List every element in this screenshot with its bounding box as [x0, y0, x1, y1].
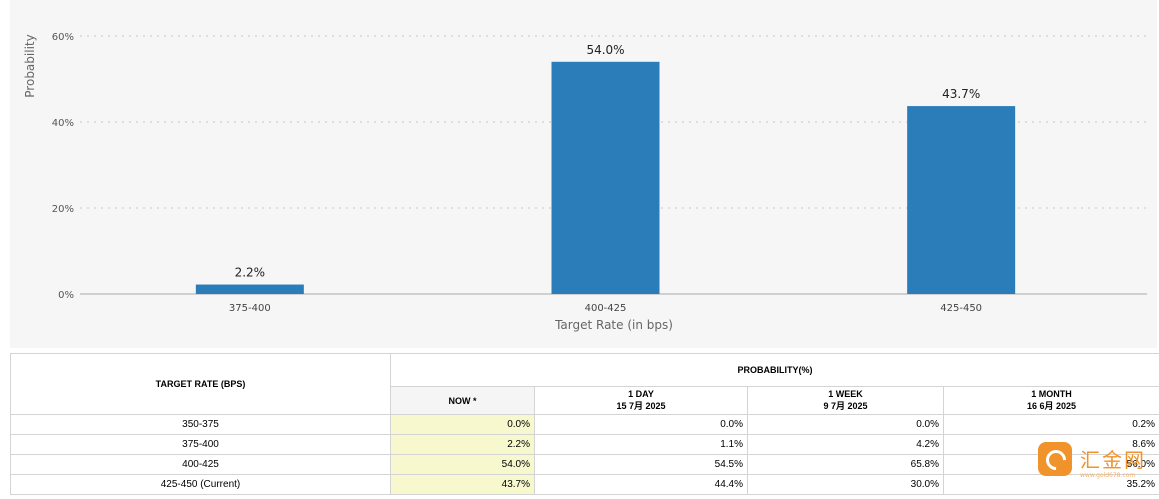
- x-tick-label: 375-400: [229, 303, 271, 314]
- row-rate: 425-450 (Current): [10, 474, 391, 495]
- x-tick-label: 400-425: [585, 303, 627, 314]
- bar-data-label: 54.0%: [586, 43, 624, 57]
- cell-now: 0.0%: [390, 414, 535, 435]
- table-row: 375-400 2.2% 1.1% 4.2% 8.6%: [10, 434, 1159, 455]
- bar-data-label: 43.7%: [942, 87, 980, 101]
- cell-1-month: 0.2%: [943, 414, 1159, 435]
- row-rate: 400-425: [10, 454, 391, 475]
- row-rate: 375-400: [10, 434, 391, 455]
- y-tick-label: 40%: [52, 118, 74, 129]
- cell-now: 54.0%: [390, 454, 535, 475]
- watermark-url: www.gold678.com: [1080, 472, 1136, 479]
- y-tick-label: 20%: [52, 204, 74, 215]
- x-axis-title: Target Rate (in bps): [554, 318, 673, 332]
- bar-375-400: [195, 284, 304, 294]
- probability-table: TARGET RATE (BPS) PROBABILITY(%) NOW * 1…: [10, 353, 1159, 495]
- bar-425-450: [907, 106, 1016, 294]
- watermark-text: 汇金网: [1080, 448, 1146, 472]
- cell-1-week: 0.0%: [747, 414, 944, 435]
- chart-svg: 0% 20% 40% 60% 2.2% 54.0% 43.7% 375-400 400-42…: [23, 32, 1147, 332]
- cell-1-day: 1.1%: [534, 434, 748, 455]
- y-axis-title: Probability: [23, 34, 37, 97]
- y-tick-label: 0%: [58, 290, 74, 301]
- col-header-1-month: 1 MONTH 16 6月 2025: [943, 386, 1159, 415]
- row-rate: 350-375: [10, 414, 391, 435]
- table-row: 350-375 0.0% 0.0% 0.0% 0.2%: [10, 414, 1159, 435]
- table-row: 400-425 54.0% 54.5% 65.8% 56.0%: [10, 454, 1159, 475]
- cell-now: 2.2%: [390, 434, 535, 455]
- cell-1-week: 65.8%: [747, 454, 944, 475]
- y-tick-label: 60%: [52, 32, 74, 43]
- brand-logo-icon: [1038, 442, 1072, 476]
- cell-1-week: 4.2%: [747, 434, 944, 455]
- cell-1-day: 44.4%: [534, 474, 748, 495]
- col-header-now: NOW *: [390, 386, 535, 415]
- watermark-logo: 汇金网 www.gold678.com: [1034, 440, 1159, 486]
- probability-chart: 0% 20% 40% 60% 2.2% 54.0% 43.7% 375-400 400-42…: [10, 0, 1157, 348]
- cell-now: 43.7%: [390, 474, 535, 495]
- bar-400-425: [551, 61, 660, 294]
- bar-data-label: 2.2%: [235, 266, 266, 280]
- probability-header: PROBABILITY(%): [390, 353, 1159, 387]
- col-header-1-day: 1 DAY 15 7月 2025: [534, 386, 748, 415]
- cell-1-week: 30.0%: [747, 474, 944, 495]
- cell-1-day: 0.0%: [534, 414, 748, 435]
- x-tick-label: 425-450: [940, 303, 982, 314]
- table-row: 425-450 (Current) 43.7% 44.4% 30.0% 35.2…: [10, 474, 1159, 495]
- col-header-1-week: 1 WEEK 9 7月 2025: [747, 386, 944, 415]
- target-rate-header: TARGET RATE (BPS): [10, 353, 391, 415]
- cell-1-day: 54.5%: [534, 454, 748, 475]
